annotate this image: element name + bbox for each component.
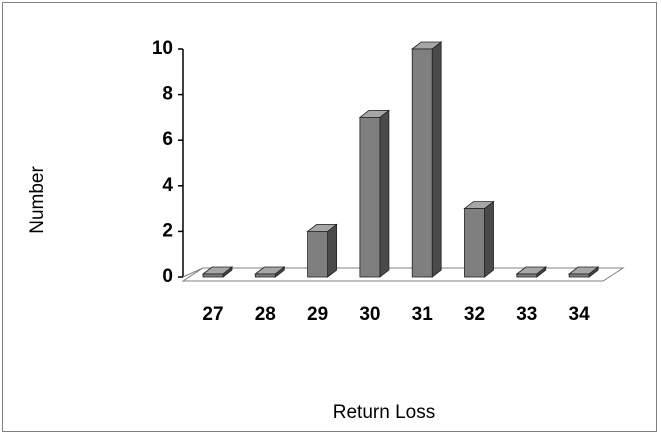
x-tick-label: 33 (516, 304, 537, 325)
x-tick-labels: 27 28 29 30 31 32 33 34 (202, 304, 590, 325)
x-tick-label: 32 (464, 304, 485, 325)
x-tick-label: 31 (412, 304, 434, 325)
y-tick-label: 2 (162, 220, 173, 241)
bar-side (431, 41, 442, 278)
bar-29 (306, 223, 338, 278)
x-tick-label: 30 (359, 304, 380, 325)
bar-side (379, 109, 390, 278)
bar-27 (201, 266, 234, 278)
bar-front (307, 230, 329, 278)
y-tick-label: 6 (162, 129, 173, 150)
bar-front (568, 273, 590, 278)
bar-front (411, 48, 433, 278)
bar-28 (254, 266, 286, 278)
y-axis (178, 48, 204, 278)
bar-34 (567, 266, 600, 278)
bar-32 (463, 200, 495, 278)
bar-33 (515, 266, 547, 278)
x-tick-label: 34 (569, 304, 591, 325)
x-tick-label: 27 (202, 304, 223, 325)
bars (201, 41, 600, 278)
y-tick-label: 8 (162, 84, 173, 105)
bar-front (359, 117, 381, 278)
x-tick-label: 29 (307, 304, 328, 325)
bar-30 (358, 109, 391, 278)
y-tick-label: 4 (162, 175, 173, 196)
chart-area (2, 2, 657, 432)
bar-front (516, 273, 538, 278)
chart-floor (181, 267, 625, 282)
y-tick-label: 0 (162, 266, 173, 287)
bar-front (254, 273, 276, 278)
y-tick-label: 10 (152, 38, 173, 59)
bar-31 (411, 41, 443, 278)
y-axis-title: Number (27, 166, 48, 234)
bar-side (327, 223, 338, 278)
x-tick-label: 28 (255, 304, 276, 325)
x-axis-title: Return Loss (333, 402, 435, 423)
bar-side (484, 200, 494, 278)
bar-front (464, 208, 485, 278)
floor-plane (181, 267, 625, 282)
y-tick-labels: 0 2 4 6 8 10 (152, 38, 174, 287)
bar-front (202, 273, 224, 278)
floor-edge (182, 267, 204, 278)
